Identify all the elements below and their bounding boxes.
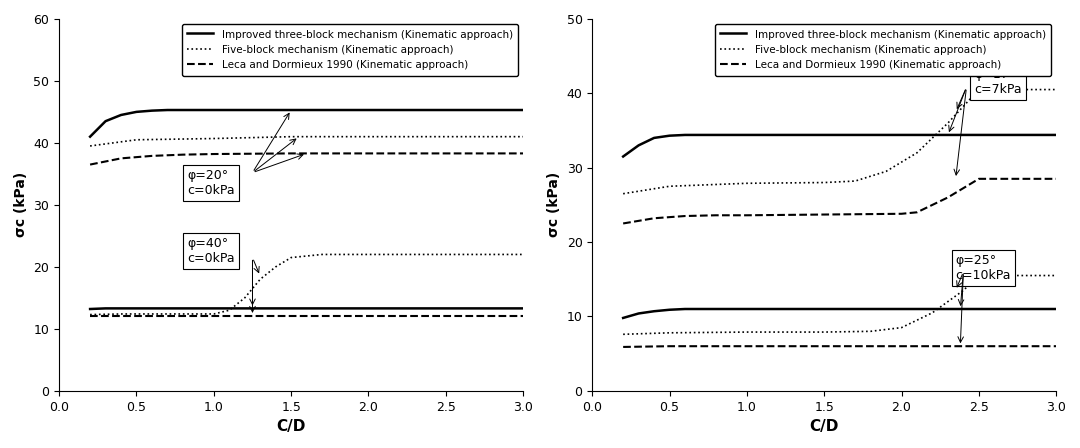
Text: φ=20°
c=0kPa: φ=20° c=0kPa — [188, 169, 235, 197]
Y-axis label: σc (kPa): σc (kPa) — [546, 172, 561, 237]
Legend: Improved three-block mechanism (Kinematic approach), Five-block mechanism (Kinem: Improved three-block mechanism (Kinemati… — [715, 24, 1051, 76]
Legend: Improved three-block mechanism (Kinematic approach), Five-block mechanism (Kinem: Improved three-block mechanism (Kinemati… — [183, 24, 518, 76]
Text: φ=17°
c=7kPa: φ=17° c=7kPa — [974, 68, 1022, 96]
X-axis label: C/D: C/D — [276, 419, 306, 434]
Y-axis label: σc (kPa): σc (kPa) — [14, 172, 28, 237]
X-axis label: C/D: C/D — [810, 419, 839, 434]
Text: φ=25°
c=10kPa: φ=25° c=10kPa — [956, 254, 1011, 282]
Text: φ=40°
c=0kPa: φ=40° c=0kPa — [188, 237, 235, 265]
